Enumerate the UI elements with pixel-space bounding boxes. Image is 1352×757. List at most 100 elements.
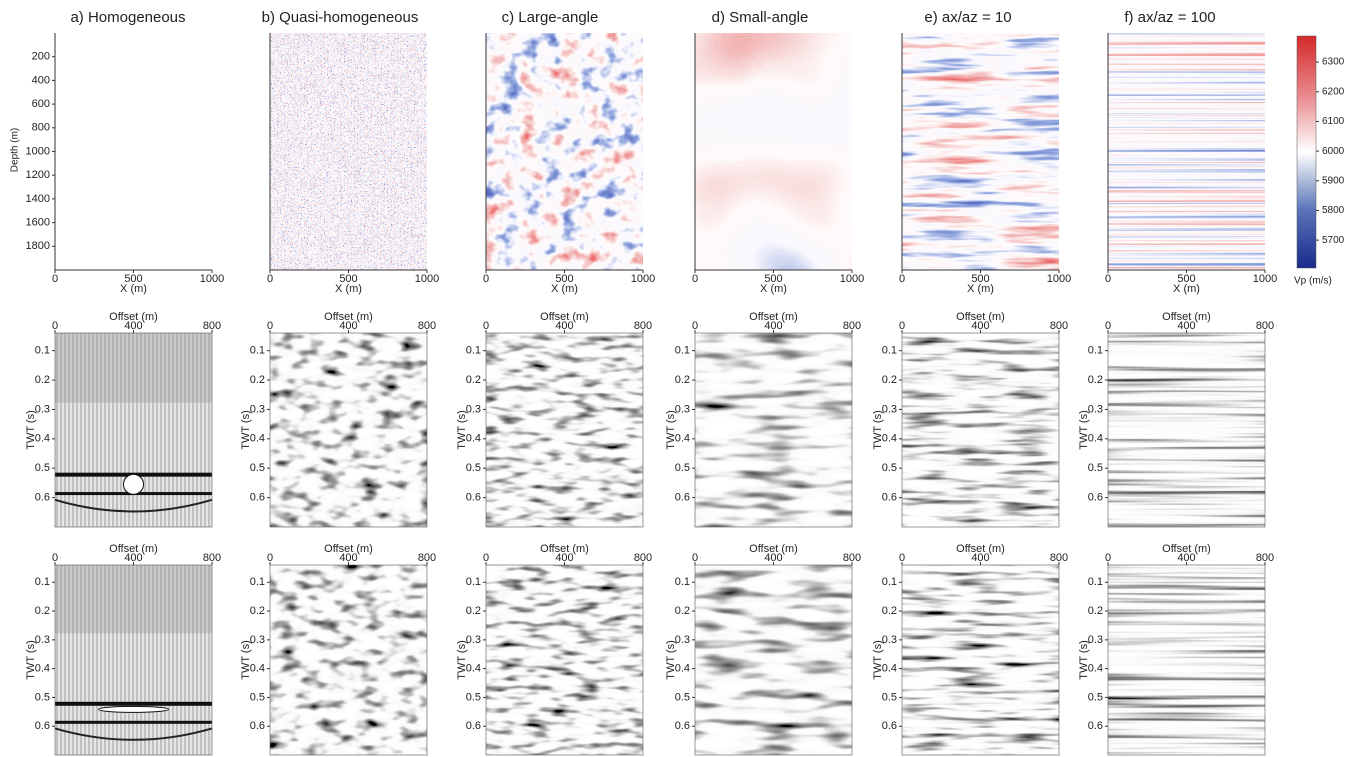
x-tick-label: 500 xyxy=(124,273,142,285)
y-tick-label: 0.6 xyxy=(35,492,50,504)
colorbar-tick-label: 5800 xyxy=(1322,205,1345,216)
colorbar xyxy=(1296,35,1317,269)
panel-title: e) ax/az = 10 xyxy=(924,9,1011,26)
y-tick-label: 0.3 xyxy=(35,403,50,415)
panel-title: d) Small-angle xyxy=(712,9,809,26)
x-tick-label: 0 xyxy=(267,320,273,332)
velocity-model xyxy=(902,33,1059,270)
y-tick-label: 0.6 xyxy=(250,492,265,504)
y-tick-label: 0.1 xyxy=(250,345,265,357)
x-axis-label: X (m) xyxy=(760,283,787,295)
y-tick-label: 0.4 xyxy=(675,433,690,445)
y-tick-label: 0.5 xyxy=(1088,462,1103,474)
y-tick-label: 0.5 xyxy=(466,462,481,474)
seismic-gather xyxy=(695,333,852,527)
x-tick-label: 0 xyxy=(692,552,698,564)
y-tick-label: 0.3 xyxy=(250,403,265,415)
x-tick-label: 1000 xyxy=(1047,273,1071,285)
x-tick-label: 800 xyxy=(843,552,861,564)
x-tick-label: 0 xyxy=(1105,273,1111,285)
y-axis-label: TWT (s) xyxy=(25,640,37,680)
x-axis-label: X (m) xyxy=(551,283,578,295)
x-tick-label: 0 xyxy=(899,320,905,332)
y-tick-label: 0.1 xyxy=(466,345,481,357)
colorbar-tick-label: 6300 xyxy=(1322,57,1345,68)
x-tick-label: 800 xyxy=(634,320,652,332)
y-tick-label: 0.5 xyxy=(250,691,265,703)
x-axis-label: Offset (m) xyxy=(1162,311,1211,323)
y-tick-label: 0.2 xyxy=(466,605,481,617)
seismic-gather xyxy=(486,333,643,527)
x-axis-label: Offset (m) xyxy=(109,311,158,323)
x-tick-label: 0 xyxy=(267,552,273,564)
x-axis-label: Offset (m) xyxy=(540,543,589,555)
x-tick-label: 0 xyxy=(899,552,905,564)
x-axis-label: Offset (m) xyxy=(109,543,158,555)
y-axis-label: TWT (s) xyxy=(25,410,37,450)
x-tick-label: 400 xyxy=(971,552,989,564)
y-tick-label: 0.6 xyxy=(35,720,50,732)
seismic-gather xyxy=(902,333,1059,527)
y-tick-label: 0.3 xyxy=(675,403,690,415)
colorbar-tick-label: 6000 xyxy=(1322,146,1345,157)
x-tick-label: 800 xyxy=(418,552,436,564)
panel-title: b) Quasi-homogeneous xyxy=(262,9,419,26)
x-axis-label: X (m) xyxy=(1173,283,1200,295)
y-tick-label: 0.1 xyxy=(35,576,50,588)
y-tick-label: 0.5 xyxy=(1088,691,1103,703)
x-tick-label: 500 xyxy=(1177,273,1195,285)
x-axis-label: Offset (m) xyxy=(324,311,373,323)
velocity-model xyxy=(486,33,643,270)
direct-wave-zone xyxy=(55,333,212,403)
y-tick-label: 0.1 xyxy=(882,576,897,588)
y-tick-label: 0.3 xyxy=(882,403,897,415)
y-tick-label: 0.2 xyxy=(466,374,481,386)
x-tick-label: 1000 xyxy=(1253,273,1277,285)
y-tick-label: 0.4 xyxy=(466,663,481,675)
y-tick-label: 0.5 xyxy=(882,462,897,474)
y-tick-label: 0.4 xyxy=(1088,663,1103,675)
y-tick-label: 0.4 xyxy=(882,663,897,675)
x-tick-label: 400 xyxy=(555,552,573,564)
y-tick-label: 0.3 xyxy=(250,634,265,646)
x-tick-label: 500 xyxy=(339,273,357,285)
y-tick-label: 0.5 xyxy=(675,691,690,703)
x-tick-label: 800 xyxy=(843,320,861,332)
y-tick-label: 0.3 xyxy=(466,634,481,646)
y-tick-label: 0.1 xyxy=(35,345,50,357)
y-tick-label: 0.5 xyxy=(675,462,690,474)
y-axis-label: TWT (s) xyxy=(872,640,884,680)
y-tick-label: 0.6 xyxy=(1088,492,1103,504)
depth-label: Depth (m) xyxy=(10,128,21,172)
y-axis-label: TWT (s) xyxy=(872,410,884,450)
y-tick-label: 0.1 xyxy=(882,345,897,357)
y-tick-label: 0.5 xyxy=(882,691,897,703)
y-tick-label: 0.2 xyxy=(35,605,50,617)
y-axis-label: TWT (s) xyxy=(1078,640,1090,680)
colorbar-label: Vp (m/s) xyxy=(1294,276,1332,287)
x-tick-label: 800 xyxy=(1256,320,1274,332)
y-tick-label: 1400 xyxy=(26,193,50,205)
x-tick-label: 1000 xyxy=(200,273,224,285)
marker xyxy=(123,473,144,495)
x-axis-label: Offset (m) xyxy=(1162,543,1211,555)
y-tick-label: 0.6 xyxy=(250,720,265,732)
seismic-gather xyxy=(1108,565,1265,755)
y-tick-label: 0.4 xyxy=(250,663,265,675)
y-tick-label: 1800 xyxy=(26,240,50,252)
multiple xyxy=(54,498,213,513)
x-tick-label: 1000 xyxy=(415,273,439,285)
y-tick-label: 0.3 xyxy=(675,634,690,646)
y-axis-label: TWT (s) xyxy=(456,640,468,680)
y-axis-label: TWT (s) xyxy=(240,640,252,680)
y-tick-label: 0.4 xyxy=(466,433,481,445)
y-tick-label: 600 xyxy=(32,98,50,110)
x-tick-label: 400 xyxy=(124,320,142,332)
x-axis-label: Offset (m) xyxy=(749,543,798,555)
x-tick-label: 400 xyxy=(1177,552,1195,564)
y-tick-label: 0.5 xyxy=(35,691,50,703)
y-tick-label: 200 xyxy=(32,51,50,63)
y-tick-label: 0.4 xyxy=(35,663,50,675)
seismic-gather xyxy=(1108,333,1265,527)
